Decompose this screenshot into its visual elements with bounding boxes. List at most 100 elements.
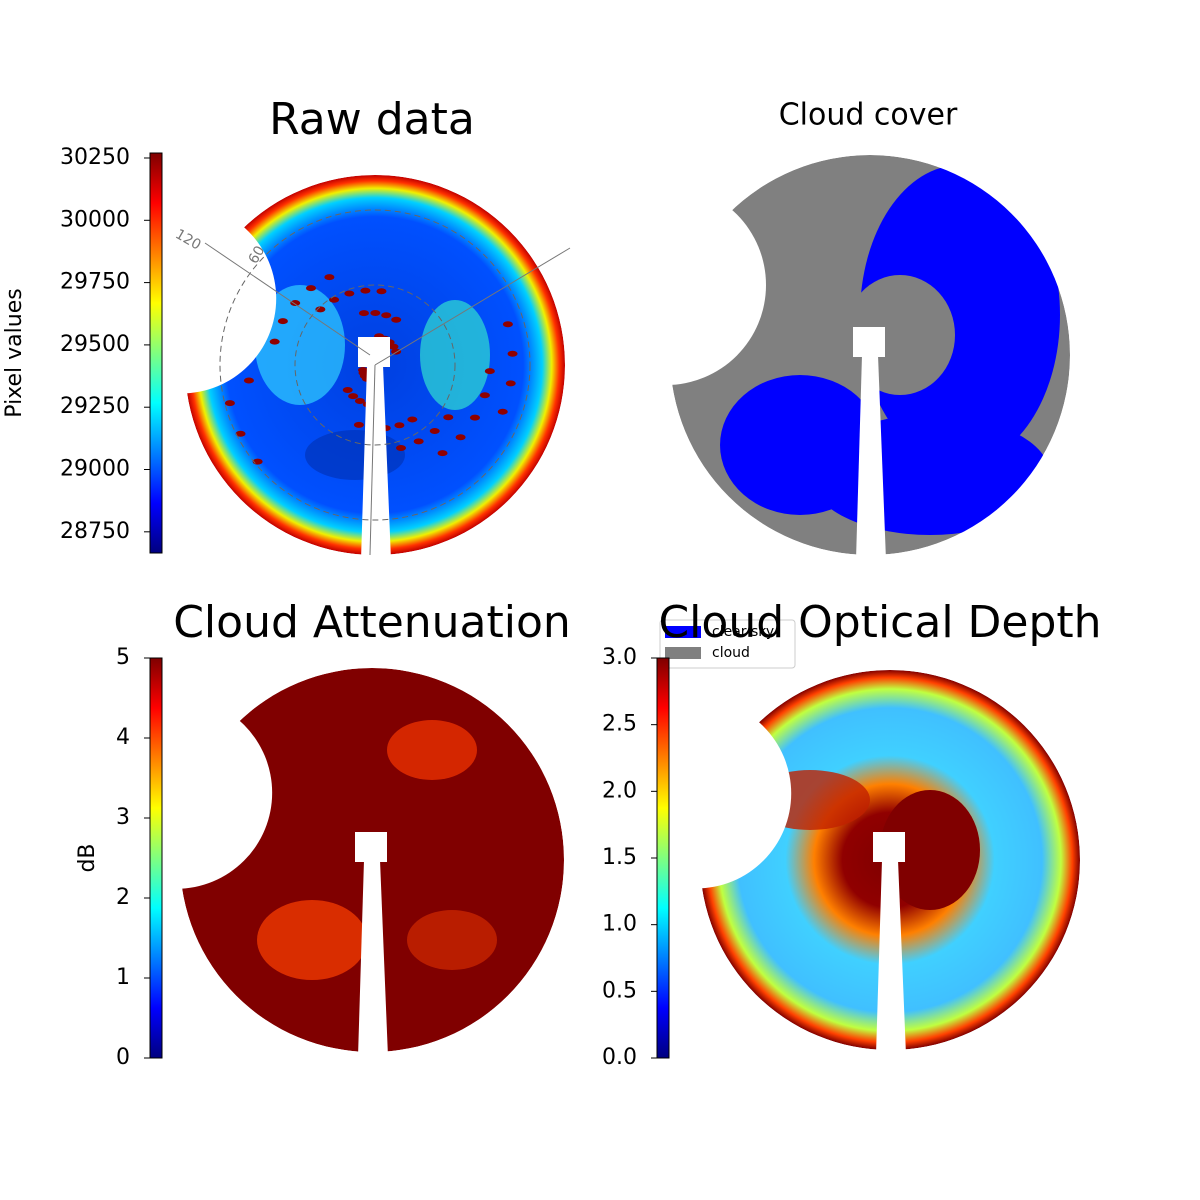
cloud-region (344, 290, 355, 297)
polar-label: 60 (246, 243, 269, 266)
cloud-region (224, 400, 235, 407)
cloud-region (354, 397, 365, 404)
cloud-region (391, 316, 402, 323)
cloud-region (262, 299, 273, 306)
colorbar (149, 152, 163, 554)
cloud-region (507, 350, 518, 357)
cloud-region (305, 285, 316, 292)
panel-title: Raw data (269, 94, 475, 145)
cloud-region (360, 287, 371, 294)
legend-label: clear sky (712, 624, 774, 640)
cloud-region (376, 288, 387, 295)
cloud-region (269, 338, 280, 345)
cloud-region (329, 296, 340, 303)
polar-label: 120 (172, 226, 203, 253)
cloud-region (277, 318, 288, 325)
cloud-region (244, 350, 255, 357)
cloud-region (407, 416, 418, 423)
cloud-region (387, 720, 477, 780)
cloud-region (380, 425, 391, 432)
cloud-region (484, 368, 495, 375)
colorbar-tick-label: 0.0 (602, 1045, 637, 1070)
colorbar-tick-label: 29000 (60, 457, 130, 482)
colorbar-tick-label: 29250 (60, 394, 130, 419)
colorbar-label: dB (75, 843, 100, 872)
cloud-region (391, 348, 402, 355)
cloud-region (362, 401, 373, 408)
colorbar-tick-label: 1.5 (602, 845, 637, 870)
cloud-region (361, 375, 372, 382)
cloud-region (371, 402, 382, 409)
colorbar-tick-label: 1.0 (602, 912, 637, 937)
polar-ring (219, 209, 531, 521)
cloud-region (810, 415, 1050, 535)
cloud-region (880, 790, 980, 910)
colorbar-tick-label: 0.5 (602, 978, 637, 1003)
panel-title: Cloud cover (779, 98, 958, 133)
cloud-region (497, 408, 508, 415)
sky-image (180, 668, 564, 1052)
colorbar-tick-label: 29500 (60, 332, 130, 357)
cloud-region (224, 336, 235, 343)
cloud-region (342, 386, 353, 393)
cloud-region (505, 380, 516, 387)
sky-image (700, 670, 1080, 1050)
panel-title: Cloud Optical Depth (658, 597, 1101, 648)
cloud-region (290, 300, 301, 307)
cloud-region (348, 393, 359, 400)
cloud-region (324, 274, 335, 281)
sky-base (180, 668, 564, 1052)
cloud-region (358, 310, 369, 317)
cloud-region (429, 427, 440, 434)
cloud-region (437, 450, 448, 457)
cloud-region (374, 333, 385, 340)
cloud-region (315, 306, 326, 313)
cloud-region (413, 438, 424, 445)
cloud-region (221, 368, 232, 375)
cloud-region (479, 392, 490, 399)
cloud-region (845, 275, 955, 395)
colorbar-tick-label: 2.0 (602, 778, 637, 803)
colorbar-tick-label: 3 (116, 805, 130, 830)
colorbar-tick-label: 29750 (60, 270, 130, 295)
cloud-region (443, 414, 454, 421)
cloud-region (469, 414, 480, 421)
cloud-region (255, 285, 345, 405)
legend-swatch (665, 647, 701, 659)
legend-label: cloud (712, 645, 750, 661)
cloud-region (250, 323, 261, 330)
sky-image (670, 155, 1070, 555)
polar-spoke (204, 242, 371, 356)
colorbar-label: Pixel values (2, 288, 27, 417)
polar-ring (294, 284, 456, 446)
cloud-region (455, 434, 466, 441)
colorbar-tick-label: 2 (116, 885, 130, 910)
panel-title: Cloud Attenuation (173, 597, 571, 648)
colorbar-tick-label: 2.5 (602, 712, 637, 737)
cloud-region (381, 312, 392, 319)
cloud-region (235, 430, 246, 437)
colorbar-tick-label: 1 (116, 965, 130, 990)
cloud-region (750, 770, 870, 830)
cloud-region (367, 424, 378, 431)
cloud-region (407, 910, 497, 970)
cloud-region (353, 421, 364, 428)
colorbar-tick-label: 3.0 (602, 645, 637, 670)
colorbar-tick-label: 28750 (60, 519, 130, 544)
colorbar-tick-label: 5 (116, 645, 130, 670)
legend-swatch (665, 626, 701, 638)
cloud-region (372, 358, 383, 365)
cloud-region (243, 377, 254, 384)
polar-spoke (374, 247, 571, 366)
cloud-region (305, 430, 405, 480)
cloud-region (394, 422, 405, 429)
polar-spoke (369, 364, 376, 556)
cloud-region (502, 321, 513, 328)
colorbar (149, 657, 163, 1059)
colorbar-tick-label: 4 (116, 725, 130, 750)
colorbar-tick-label: 30250 (60, 145, 130, 170)
colorbar-tick-label: 0 (116, 1045, 130, 1070)
cloud-region (370, 310, 381, 317)
cloud-region (396, 445, 407, 452)
